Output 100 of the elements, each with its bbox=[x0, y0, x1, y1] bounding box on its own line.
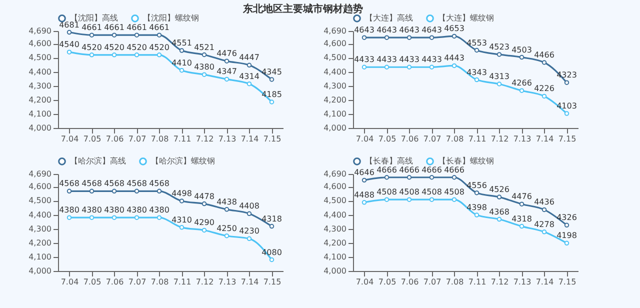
point bbox=[429, 35, 434, 40]
x-tick-label: 7.04 bbox=[356, 278, 374, 286]
x-tick-label: 7.07 bbox=[423, 278, 442, 286]
data-label: 4646 bbox=[354, 168, 374, 178]
point bbox=[224, 207, 230, 212]
data-label: 4345 bbox=[262, 68, 282, 76]
point bbox=[66, 215, 72, 220]
point bbox=[202, 72, 207, 77]
point bbox=[519, 202, 524, 206]
point bbox=[384, 175, 390, 180]
y-tick-label: 4,400 bbox=[28, 210, 52, 220]
point bbox=[474, 48, 480, 53]
data-label: 4266 bbox=[512, 78, 532, 88]
point bbox=[66, 30, 72, 35]
point bbox=[564, 80, 570, 85]
y-tick-label: 4,500 bbox=[324, 53, 346, 62]
x-tick-label: 7.12 bbox=[196, 278, 214, 286]
x-tick-label: 7.04 bbox=[60, 278, 79, 286]
x-tick-label: 7.13 bbox=[218, 278, 236, 286]
data-label: 4661 bbox=[82, 23, 102, 32]
data-label: 4380 bbox=[126, 206, 147, 215]
y-tick-label: 4,000 bbox=[324, 266, 346, 276]
point bbox=[134, 188, 140, 194]
y-tick-label: 4,690 bbox=[28, 170, 52, 178]
data-label: 4666 bbox=[422, 165, 442, 174]
x-tick-label: 7.06 bbox=[400, 134, 419, 144]
legend-label: 【大连】高线 bbox=[365, 13, 413, 22]
point bbox=[452, 197, 457, 202]
x-tick-label: 7.12 bbox=[196, 134, 214, 144]
data-label: 4666 bbox=[444, 165, 464, 174]
point bbox=[246, 236, 252, 242]
y-tick-label: 4,100 bbox=[28, 109, 52, 118]
point bbox=[89, 32, 94, 38]
point bbox=[156, 32, 162, 38]
data-label: 4380 bbox=[104, 206, 124, 215]
point bbox=[156, 52, 162, 58]
point bbox=[519, 88, 524, 93]
data-label: 4478 bbox=[194, 192, 214, 201]
x-tick-label: 7.14 bbox=[240, 278, 259, 286]
point bbox=[112, 52, 117, 58]
x-tick-label: 7.05 bbox=[83, 134, 102, 144]
data-label: 4523 bbox=[489, 42, 510, 52]
x-tick-label: 7.11 bbox=[468, 134, 486, 144]
y-tick-label: 4,600 bbox=[324, 182, 346, 192]
data-label: 4666 bbox=[376, 165, 397, 174]
point bbox=[452, 63, 457, 68]
point bbox=[66, 188, 72, 194]
x-tick-label: 7.05 bbox=[378, 134, 396, 144]
point bbox=[89, 188, 94, 194]
y-tick-label: 4,300 bbox=[28, 224, 52, 234]
data-label: 4318 bbox=[262, 214, 282, 224]
data-label: 4380 bbox=[194, 62, 214, 72]
point bbox=[224, 233, 230, 238]
point bbox=[134, 215, 140, 220]
x-tick-label: 7.07 bbox=[423, 134, 442, 144]
x-tick-label: 7.04 bbox=[60, 134, 79, 144]
x-tick-label: 7.11 bbox=[173, 134, 192, 144]
y-tick-label: 4,100 bbox=[28, 252, 52, 262]
legend-label: 【哈尔滨】高线 bbox=[70, 156, 126, 166]
point bbox=[452, 175, 457, 180]
point bbox=[542, 230, 547, 234]
y-tick-label: 4,500 bbox=[28, 53, 52, 62]
x-tick-label: 7.07 bbox=[128, 134, 146, 144]
chart-title: 东北地区主要城市钢材趋势 bbox=[242, 3, 364, 15]
x-tick-label: 7.06 bbox=[106, 278, 124, 286]
x-tick-label: 7.08 bbox=[446, 134, 464, 144]
x-tick-label: 7.15 bbox=[263, 134, 282, 144]
point bbox=[564, 240, 570, 246]
point bbox=[156, 215, 162, 220]
point bbox=[362, 200, 367, 205]
y-tick-label: 4,000 bbox=[28, 124, 52, 132]
data-label: 4398 bbox=[466, 203, 487, 212]
data-label: 4568 bbox=[104, 179, 124, 188]
point bbox=[452, 34, 457, 39]
point bbox=[246, 62, 252, 68]
data-label: 4643 bbox=[354, 26, 374, 35]
data-label: 4466 bbox=[534, 50, 554, 60]
x-tick-label: 7.14 bbox=[536, 134, 554, 144]
x-tick-label: 7.11 bbox=[468, 278, 486, 286]
point bbox=[246, 211, 252, 216]
y-tick-label: 4,100 bbox=[324, 252, 346, 262]
point bbox=[496, 52, 502, 57]
data-label: 4508 bbox=[444, 188, 464, 197]
y-tick-label: 4,300 bbox=[324, 224, 346, 234]
x-tick-label: 7.06 bbox=[400, 278, 419, 286]
x-tick-label: 7.04 bbox=[356, 134, 374, 144]
x-tick-label: 7.15 bbox=[558, 134, 576, 144]
point bbox=[202, 201, 207, 206]
point bbox=[519, 54, 524, 60]
y-tick-label: 4,300 bbox=[28, 81, 52, 90]
point bbox=[89, 215, 94, 220]
data-label: 4433 bbox=[376, 55, 397, 64]
data-label: 4526 bbox=[489, 185, 510, 194]
data-label: 4551 bbox=[172, 38, 192, 48]
data-label: 4508 bbox=[422, 188, 442, 197]
point bbox=[134, 52, 140, 58]
x-tick-label: 7.13 bbox=[513, 134, 532, 144]
point bbox=[542, 94, 547, 99]
data-label: 4520 bbox=[149, 42, 170, 52]
data-label: 4520 bbox=[126, 42, 147, 52]
